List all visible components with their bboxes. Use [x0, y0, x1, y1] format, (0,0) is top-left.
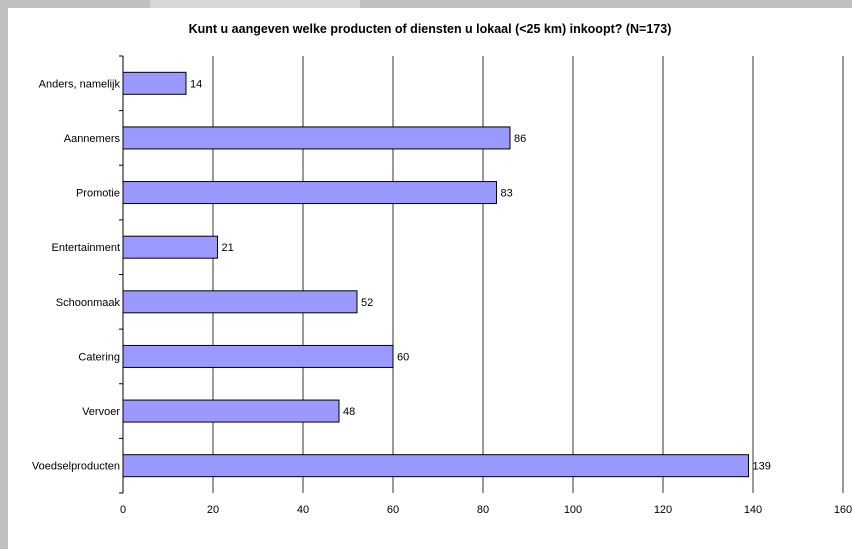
x-tick-label-60: 60 [387, 504, 399, 516]
bar-promotie [122, 181, 497, 205]
bar-schoonmaak [122, 290, 358, 314]
bar-entertainment [122, 235, 218, 259]
value-label-aannemers: 86 [514, 133, 526, 145]
category-label-vervoer: Vervoer [82, 406, 120, 418]
bar-catering [122, 344, 394, 368]
x-tick-label-100: 100 [564, 504, 582, 516]
x-tick-label-120: 120 [654, 504, 672, 516]
category-label-schoonmaak: Schoonmaak [56, 297, 121, 309]
category-label-voedselproducten: Voedselproducten [32, 461, 120, 473]
x-tick-label-0: 0 [120, 504, 126, 516]
category-label-anders-namelijk: Anders, namelijk [39, 78, 121, 90]
chart-title: Kunt u aangeven welke producten of diens… [188, 22, 672, 36]
x-tick-label-40: 40 [297, 504, 309, 516]
x-tick-label-80: 80 [477, 504, 489, 516]
value-label-vervoer: 48 [343, 406, 355, 418]
category-label-aannemers: Aannemers [64, 133, 121, 145]
bar-voedselproducten [122, 454, 749, 478]
category-label-promotie: Promotie [76, 188, 120, 200]
value-label-voedselproducten: 139 [753, 461, 771, 473]
bar-anders-namelijk [122, 71, 187, 95]
category-label-catering: Catering [78, 351, 120, 363]
x-tick-label-140: 140 [744, 504, 762, 516]
bar-aannemers [122, 126, 511, 150]
value-label-anders-namelijk: 14 [190, 78, 202, 90]
x-tick-label-160: 160 [834, 504, 852, 516]
frame-top-highlight [150, 0, 360, 8]
value-label-catering: 60 [397, 351, 409, 363]
category-label-entertainment: Entertainment [52, 242, 120, 254]
value-label-schoonmaak: 52 [361, 297, 373, 309]
bar-vervoer [122, 399, 340, 423]
value-label-promotie: 83 [501, 188, 513, 200]
value-label-entertainment: 21 [222, 242, 234, 254]
x-tick-label-20: 20 [207, 504, 219, 516]
